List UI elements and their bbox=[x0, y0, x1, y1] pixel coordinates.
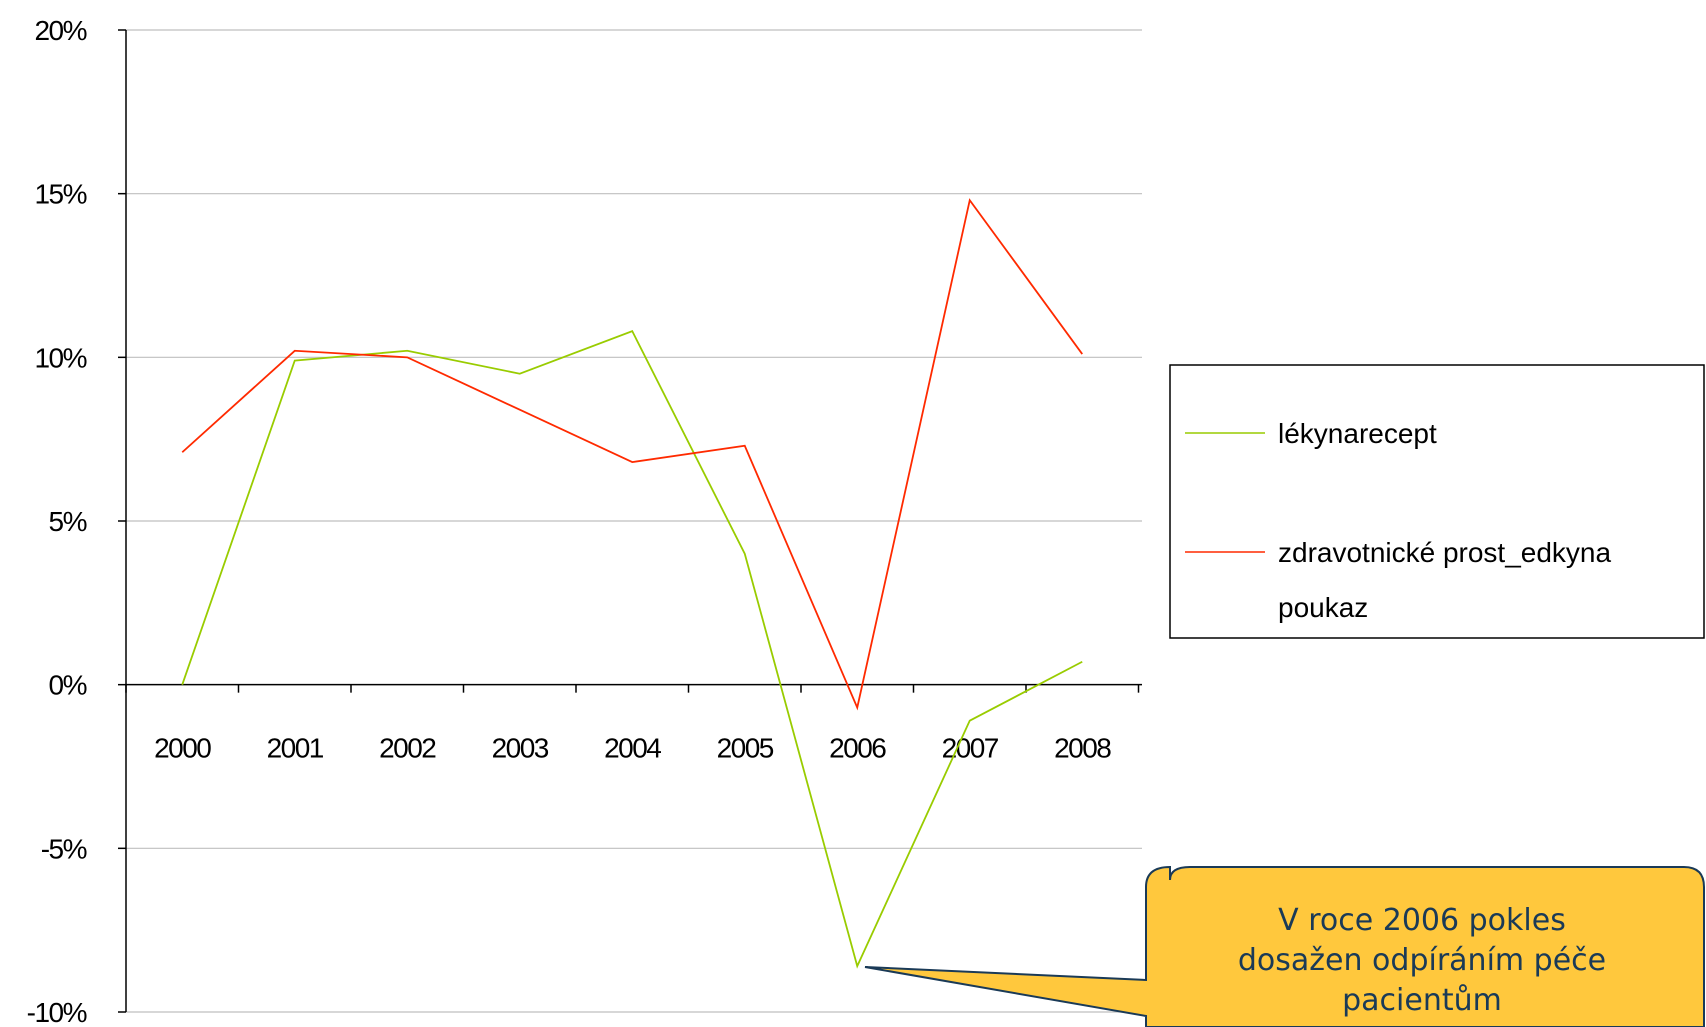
callout-bubble bbox=[864, 865, 1705, 1027]
callout-annotation: V roce 2006 pokles dosažen odpíráním péč… bbox=[864, 865, 1705, 1027]
y-tick-label: 15% bbox=[34, 179, 86, 210]
y-tick-label: 5% bbox=[49, 506, 87, 537]
x-tick-label: 2007 bbox=[942, 733, 999, 764]
x-tick-label: 2001 bbox=[267, 733, 324, 764]
series-line-zdravotnicke bbox=[181, 198, 1083, 711]
x-tick-label: 2005 bbox=[717, 733, 774, 764]
series-lines bbox=[181, 198, 1083, 969]
series-line-lekynarecept bbox=[181, 330, 1083, 969]
y-tick-label: -5% bbox=[41, 833, 87, 864]
y-tick-label: 10% bbox=[34, 342, 86, 373]
y-tick-label: 20% bbox=[34, 15, 86, 46]
x-tick-labels: 2000 2001 2002 2003 2004 2005 2006 2007 2008 bbox=[154, 733, 1113, 764]
x-tick-label: 2008 bbox=[1054, 733, 1111, 764]
axes bbox=[118, 29, 1142, 1013]
x-tick-label: 2006 bbox=[829, 733, 886, 764]
y-tick-label: 0% bbox=[49, 670, 87, 701]
callout-text-line2: dosažen odpíráním péče bbox=[1238, 943, 1606, 978]
y-tick-label: -10% bbox=[27, 997, 87, 1027]
callout-text-line1: V roce 2006 pokles bbox=[1278, 903, 1566, 938]
x-tick-label: 2003 bbox=[492, 733, 549, 764]
y-tick-labels: -10% -5% 0% 5% 10% 15% 20% bbox=[27, 15, 88, 1027]
legend-label-lekynarecept: lékynarecept bbox=[1278, 418, 1437, 449]
legend-label-zdravotnicke-line2: poukaz bbox=[1278, 592, 1368, 623]
callout-text-line3: pacientům bbox=[1342, 983, 1502, 1018]
legend-box bbox=[1169, 364, 1705, 639]
legend-label-zdravotnicke-line1: zdravotnické prost_edkyna bbox=[1278, 537, 1612, 568]
x-tick-label: 2004 bbox=[604, 733, 661, 764]
gridlines bbox=[126, 29, 1142, 1013]
legend: lékynarecept zdravotnické prost_edkyna p… bbox=[1169, 364, 1705, 639]
x-tick-label: 2000 bbox=[154, 733, 211, 764]
x-tick-label: 2002 bbox=[379, 733, 436, 764]
